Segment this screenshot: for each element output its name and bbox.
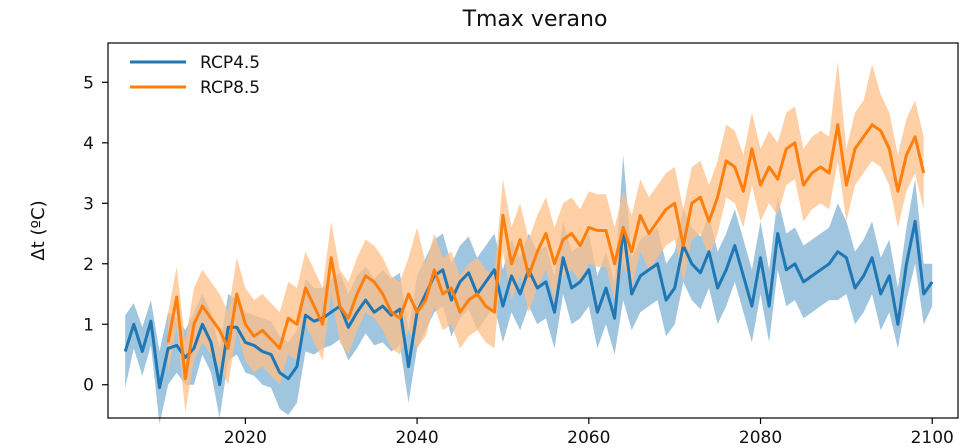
y-axis-ticks: 0 1 2 3 4 5 [83,73,108,396]
y-tick-label: 3 [83,194,94,214]
x-tick-label: 2100 [911,428,954,448]
uncertainty-bands [125,61,933,424]
series-lines [123,123,934,390]
y-tick-label: 0 [83,376,94,396]
chart-title: Tmax verano [462,7,608,32]
x-tick-label: 2040 [395,428,438,448]
y-tick-label: 2 [83,255,94,275]
legend: RCP4.5 RCP8.5 [130,53,260,98]
y-tick-label: 5 [83,73,94,93]
rcp85-mean-line [166,123,926,381]
rcp85-legend-label: RCP8.5 [200,78,260,98]
plot-frame [107,42,959,419]
rcp45-legend-label: RCP4.5 [200,53,260,73]
x-tick-label: 2080 [739,428,782,448]
x-tick-label: 2020 [224,428,267,448]
y-tick-label: 1 [83,315,94,335]
y-tick-label: 4 [83,134,94,154]
x-axis-ticks: 2020 2040 2060 2080 2100 [224,418,954,448]
x-tick-label: 2060 [567,428,610,448]
y-axis-label: Δt (ºC) [28,200,49,260]
